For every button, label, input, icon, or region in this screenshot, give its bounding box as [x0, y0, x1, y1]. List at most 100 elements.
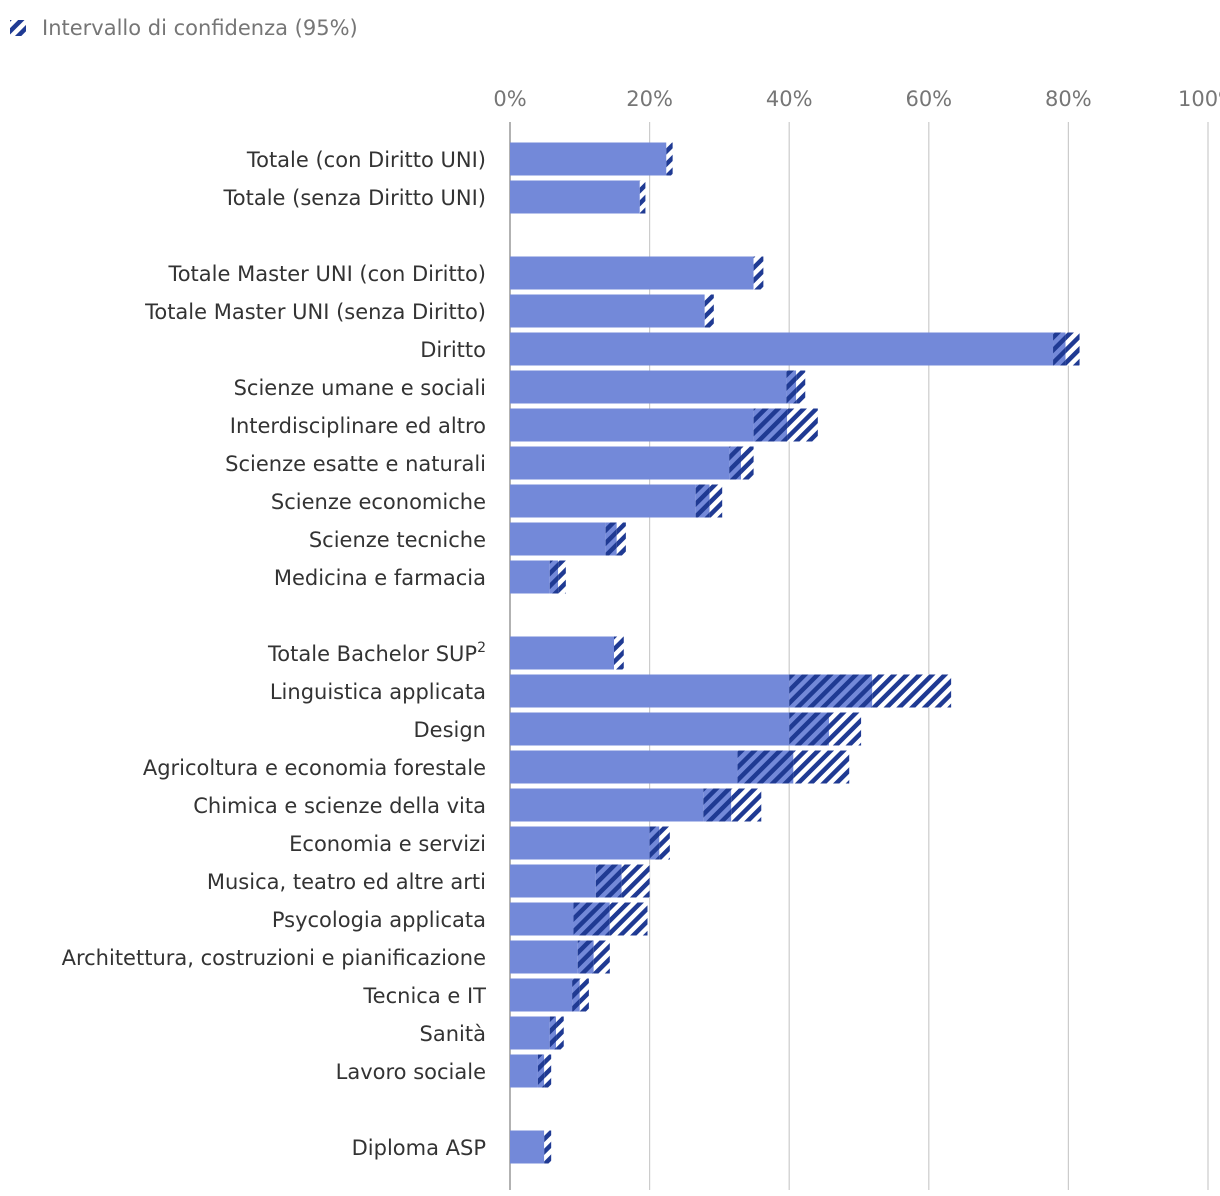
category-label: Diritto [420, 338, 486, 362]
category-label-text: Totale (con Diritto UNI) [246, 148, 486, 172]
bar-row [510, 560, 566, 594]
bar-row [510, 902, 648, 936]
legend: Intervallo di confidenza (95%) [10, 16, 358, 40]
bar-value [510, 332, 1054, 366]
bar-ci-lower [577, 940, 594, 974]
bar-value [510, 712, 790, 746]
bar-row [510, 864, 650, 898]
category-label: Totale Master UNI (con Diritto) [167, 262, 486, 286]
category-label: Totale Bachelor SUP2 [267, 640, 486, 666]
category-label-text: Totale Master UNI (con Diritto) [167, 262, 486, 286]
category-label: Totale (con Diritto UNI) [246, 148, 486, 172]
bar-ci-upper [556, 1016, 564, 1050]
category-label: Chimica e scienze della vita [193, 794, 486, 818]
category-label-text: Totale (senza Diritto UNI) [223, 186, 487, 210]
bar-ci-lower [649, 826, 660, 860]
bar-value [510, 408, 754, 442]
bar-value [510, 1016, 550, 1050]
category-label-text: Totale Bachelor SUP [267, 642, 477, 666]
x-tick-label: 20% [626, 87, 673, 111]
bar-value [510, 674, 790, 708]
x-tick-label: 40% [766, 87, 813, 111]
category-label: Design [413, 718, 486, 742]
bar-ci-upper [796, 370, 806, 404]
category-label: Sanità [420, 1022, 486, 1046]
bar-ci-lower [549, 560, 559, 594]
bar-row [510, 522, 626, 556]
category-label: Medicina e farmacia [274, 566, 486, 590]
bar-value [510, 522, 606, 556]
bar-row [510, 750, 850, 784]
category-label: Musica, teatro ed altre arti [207, 870, 486, 894]
bar-row [510, 940, 610, 974]
bar-row [510, 370, 806, 404]
bar-value [510, 1130, 545, 1164]
category-label-text: Psycologia applicata [272, 908, 486, 932]
bar-row [510, 256, 764, 290]
category-label-text: Totale Master UNI (senza Diritto) [144, 300, 486, 324]
category-label: Scienze tecniche [309, 528, 486, 552]
category-label-superscript: 2 [477, 640, 486, 656]
bar-ci-lower [789, 712, 829, 746]
bar-row [510, 142, 673, 176]
bar-ci-upper [709, 484, 723, 518]
category-labels: Totale (con Diritto UNI) Totale (senza Di… [62, 148, 487, 1160]
category-label-text: Scienze tecniche [309, 528, 486, 552]
category-label: Scienze umane e sociali [234, 376, 486, 400]
category-label: Economia e servizi [289, 832, 486, 856]
bar-ci-lower [737, 750, 794, 784]
bar-ci-lower [573, 902, 610, 936]
bar-ci-upper [1065, 332, 1080, 366]
bar-ci-lower [729, 446, 742, 480]
bar-value [510, 560, 550, 594]
bar-row [510, 408, 818, 442]
bar-ci-lower [1053, 332, 1066, 366]
bar-ci-lower [753, 408, 788, 442]
x-tick-label: 60% [905, 87, 952, 111]
bar-ci-lower [605, 522, 617, 556]
bar-ci-lower [695, 484, 710, 518]
category-label-text: Scienze umane e sociali [234, 376, 486, 400]
category-label-text: Interdisciplinare ed altro [230, 414, 486, 438]
bar-value [510, 940, 578, 974]
legend-label: Intervallo di confidenza (95%) [42, 16, 358, 40]
bar-ci-upper [558, 560, 566, 594]
bar-value [510, 370, 787, 404]
bar-ci-upper [544, 1054, 552, 1088]
category-label-text: Scienze esatte e naturali [225, 452, 486, 476]
category-label: Architettura, costruzioni e pianificazio… [62, 946, 486, 970]
category-label-text: Design [413, 718, 486, 742]
bar-row [510, 978, 589, 1012]
bar-value [510, 446, 730, 480]
bar-value [510, 180, 640, 214]
bar-ci-lower [786, 370, 797, 404]
x-tick-label: 0% [493, 87, 526, 111]
legend-swatch-icon [10, 20, 26, 36]
bar-ci-lower [703, 788, 732, 822]
category-label-text: Tecnica e IT [362, 984, 486, 1008]
bar-row [510, 788, 762, 822]
bar-ci-upper [828, 712, 862, 746]
category-label-text: Economia e servizi [289, 832, 486, 856]
bar-value [510, 636, 615, 670]
category-label: Lavoro sociale [336, 1060, 486, 1084]
bar-ci-upper [659, 826, 670, 860]
bar-row [510, 674, 952, 708]
x-tick-label: 100% [1178, 87, 1220, 111]
category-label-text: Diploma ASP [352, 1136, 486, 1160]
category-label-text: Architettura, costruzioni e pianificazio… [62, 946, 486, 970]
category-label: Totale Master UNI (senza Diritto) [144, 300, 486, 324]
category-label-text: Lavoro sociale [336, 1060, 486, 1084]
bar-ci-upper [793, 750, 850, 784]
category-label: Scienze economiche [271, 490, 486, 514]
bar-ci-lower [549, 1016, 557, 1050]
bar-row [510, 636, 624, 670]
bar-row [510, 826, 670, 860]
category-label: Tecnica e IT [362, 984, 486, 1008]
bar-ci-upper [666, 142, 673, 176]
bar-ci-upper [753, 256, 764, 290]
bar-ci-upper [621, 864, 650, 898]
bar-value [510, 294, 705, 328]
category-label-text: Chimica e scienze della vita [193, 794, 486, 818]
category-label-text: Sanità [420, 1022, 486, 1046]
